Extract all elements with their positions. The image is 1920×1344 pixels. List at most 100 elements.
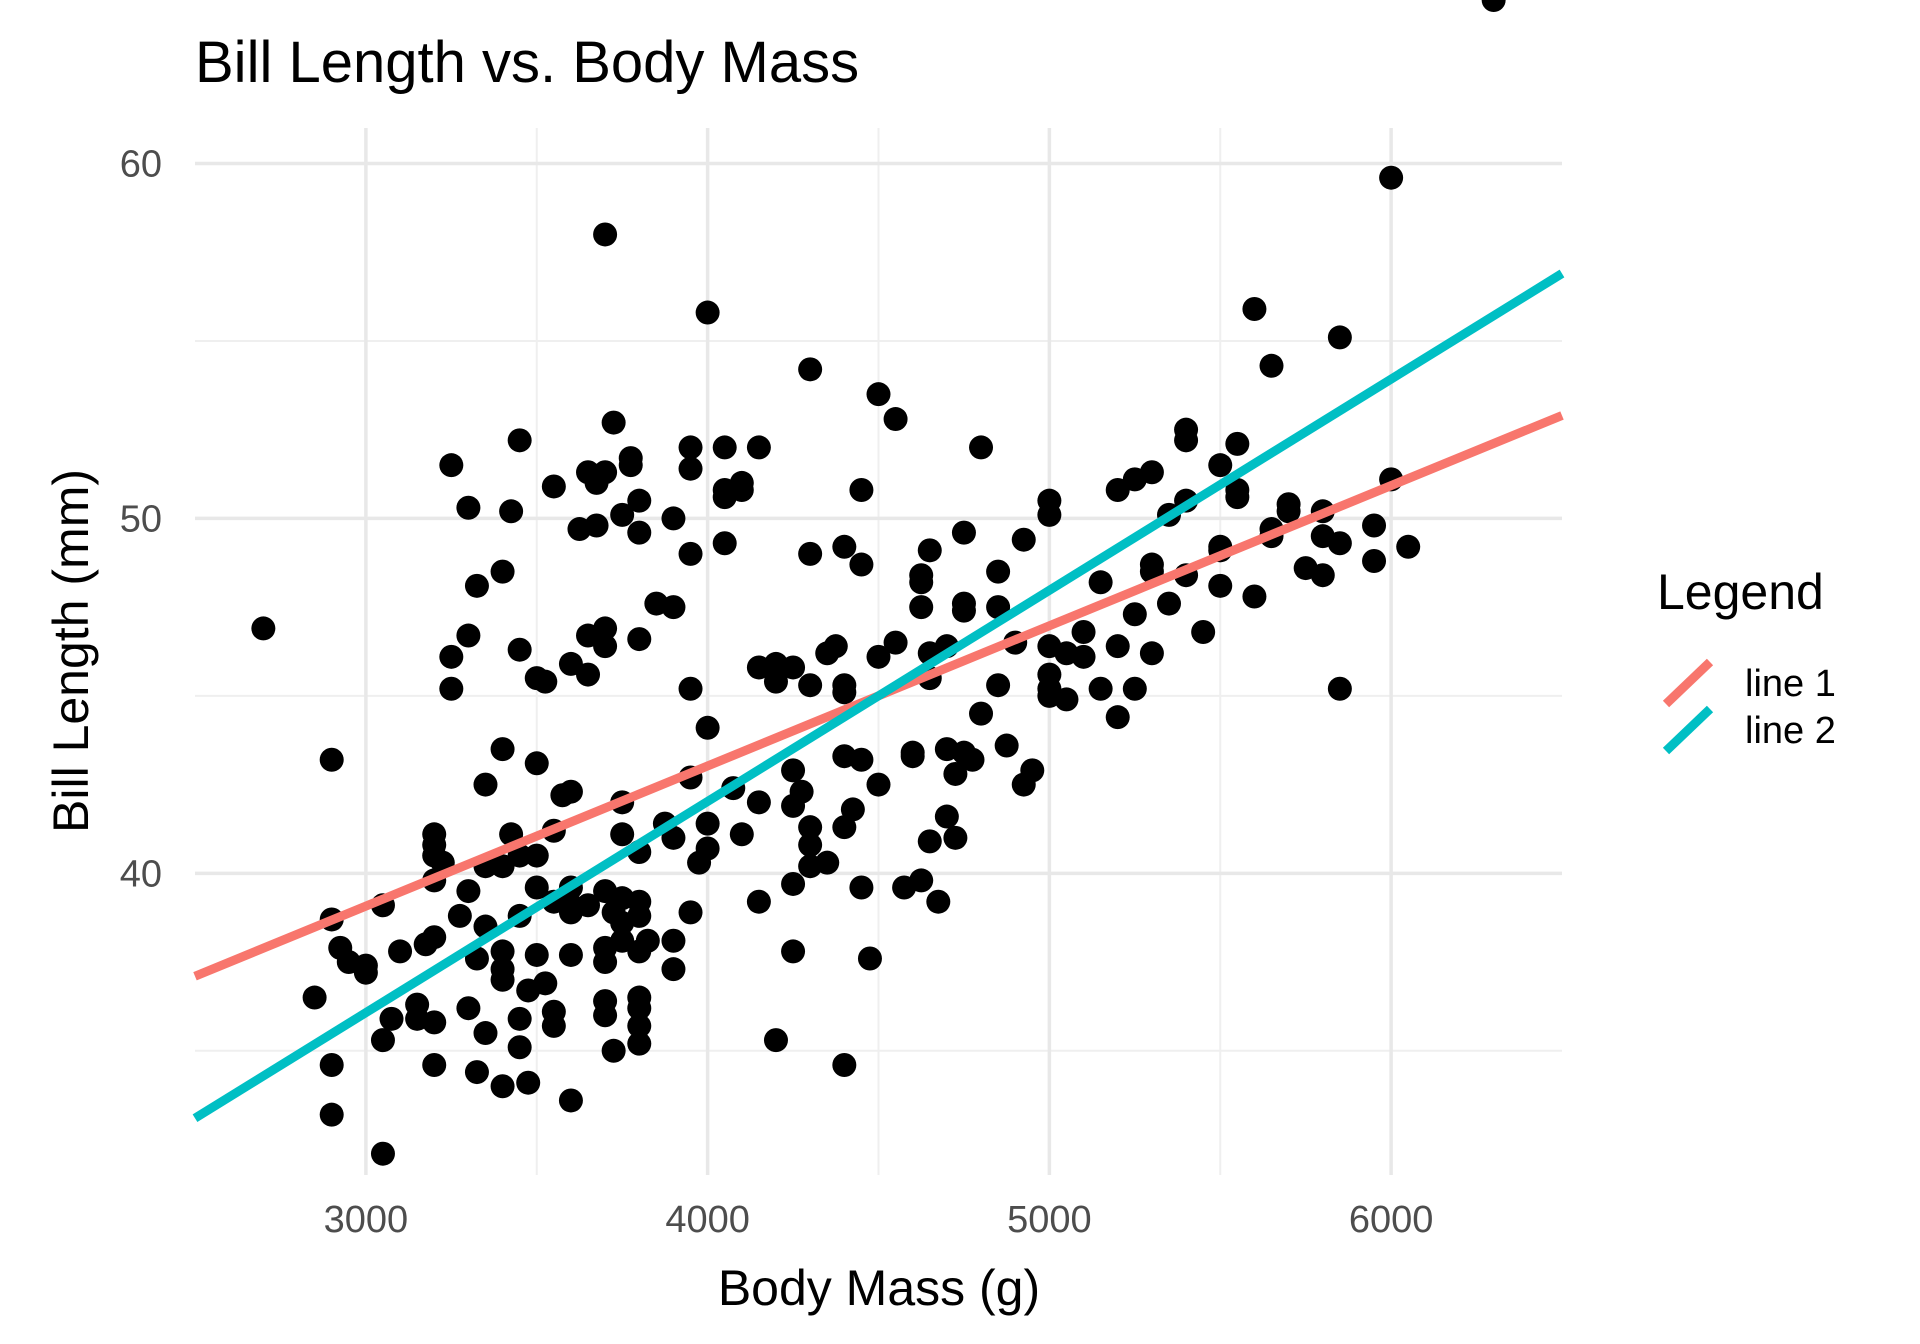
legend-label: line 1 xyxy=(1745,663,1836,705)
data-point xyxy=(832,815,857,840)
data-point xyxy=(832,534,857,559)
data-point xyxy=(353,953,378,978)
data-point xyxy=(1105,705,1130,730)
data-point xyxy=(994,733,1019,758)
data-point xyxy=(1379,165,1404,190)
data-point xyxy=(746,790,771,815)
data-point xyxy=(1071,619,1096,644)
data-point xyxy=(1327,531,1352,556)
data-point xyxy=(678,900,703,925)
data-point xyxy=(593,989,618,1014)
data-point xyxy=(781,871,806,896)
data-point xyxy=(627,520,652,545)
data-point xyxy=(1105,634,1130,659)
data-points xyxy=(251,0,1506,1166)
data-point xyxy=(729,822,754,847)
data-point xyxy=(1242,584,1267,609)
data-point xyxy=(490,559,515,584)
data-point xyxy=(832,1052,857,1077)
legend: Legend line 1 line 2 xyxy=(1657,564,1836,755)
data-point xyxy=(1139,552,1164,577)
data-point xyxy=(593,222,618,247)
data-point xyxy=(1396,534,1421,559)
data-point xyxy=(1327,325,1352,350)
x-axis-title: Body Mass (g) xyxy=(718,1260,1040,1316)
data-point xyxy=(558,942,583,967)
data-point xyxy=(661,957,686,982)
data-point xyxy=(507,1035,532,1060)
data-point xyxy=(943,825,968,850)
data-point xyxy=(798,815,823,840)
data-point xyxy=(746,889,771,914)
data-point xyxy=(627,1013,652,1038)
data-point xyxy=(456,879,481,904)
data-point xyxy=(319,1102,344,1127)
data-point xyxy=(635,928,660,953)
data-point xyxy=(883,630,908,655)
data-point xyxy=(490,957,515,982)
data-point xyxy=(576,662,601,687)
data-point xyxy=(934,804,959,829)
data-point xyxy=(1225,478,1250,503)
data-point xyxy=(473,1021,498,1046)
data-point xyxy=(473,772,498,797)
legend-key xyxy=(1662,658,1714,708)
y-tick-label: 60 xyxy=(120,143,162,185)
x-tick-label: 6000 xyxy=(1349,1199,1434,1241)
data-point xyxy=(712,435,737,460)
data-point xyxy=(1088,570,1113,595)
data-point xyxy=(798,357,823,382)
legend-key xyxy=(1662,705,1714,755)
legend-entries: line 1 line 2 xyxy=(1662,658,1836,755)
data-point xyxy=(422,1052,447,1077)
data-point xyxy=(678,435,703,460)
data-point xyxy=(593,634,618,659)
y-tick-label: 50 xyxy=(120,498,162,540)
data-point xyxy=(439,453,464,478)
data-point xyxy=(1122,602,1147,627)
data-point xyxy=(661,825,686,850)
data-point xyxy=(533,669,558,694)
data-point xyxy=(601,410,626,435)
y-axis-ticks: 40 50 60 xyxy=(120,143,162,895)
data-point xyxy=(857,946,882,971)
data-point xyxy=(610,502,635,527)
data-point xyxy=(490,737,515,762)
data-point xyxy=(1174,417,1199,442)
data-point xyxy=(1242,297,1267,322)
data-point xyxy=(986,559,1011,584)
data-point xyxy=(464,573,489,598)
data-point xyxy=(763,669,788,694)
data-point xyxy=(627,627,652,652)
data-point xyxy=(798,832,823,857)
data-point xyxy=(490,854,515,879)
data-point xyxy=(1037,488,1062,513)
data-point xyxy=(1208,573,1233,598)
data-point xyxy=(1020,758,1045,783)
data-point xyxy=(1191,619,1216,644)
data-point xyxy=(986,673,1011,698)
data-point xyxy=(909,595,934,620)
data-point xyxy=(866,644,891,669)
data-point xyxy=(815,850,840,875)
data-point xyxy=(746,435,771,460)
data-point xyxy=(1139,641,1164,666)
data-point xyxy=(618,446,643,471)
data-point xyxy=(1208,453,1233,478)
data-point xyxy=(1276,492,1301,517)
data-point xyxy=(695,811,720,836)
data-point xyxy=(558,779,583,804)
trend-line xyxy=(192,269,1565,1123)
data-point xyxy=(524,875,549,900)
data-point xyxy=(712,531,737,556)
data-point xyxy=(422,822,447,847)
data-point xyxy=(849,478,874,503)
data-point xyxy=(627,1031,652,1056)
data-point xyxy=(1054,687,1079,712)
data-point xyxy=(516,1070,541,1095)
data-point xyxy=(507,1006,532,1031)
data-point xyxy=(558,893,583,918)
data-point xyxy=(1105,478,1130,503)
data-point xyxy=(370,1141,395,1166)
data-point xyxy=(969,701,994,726)
